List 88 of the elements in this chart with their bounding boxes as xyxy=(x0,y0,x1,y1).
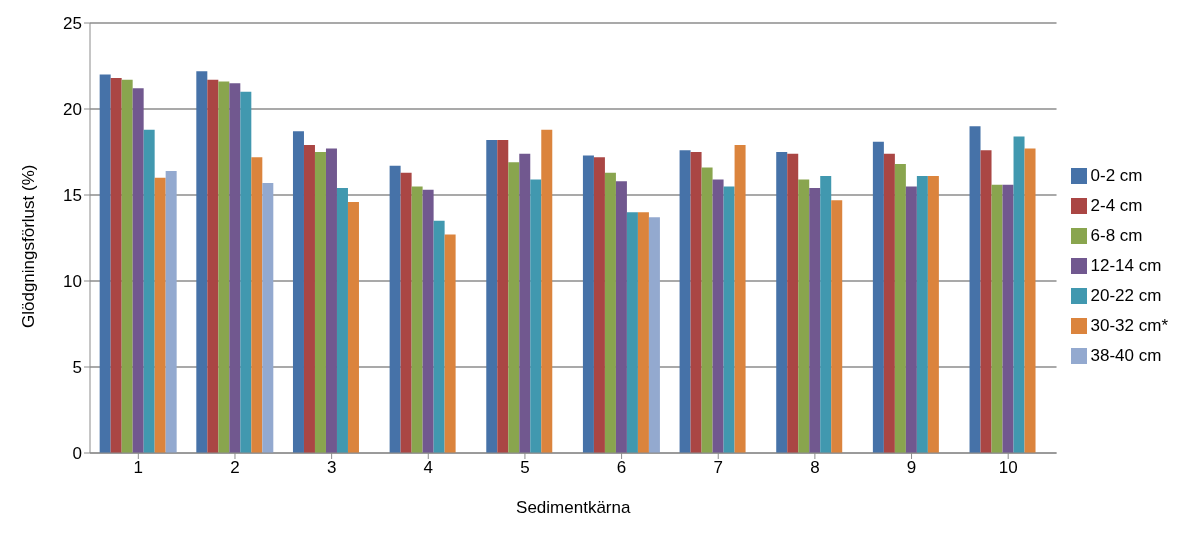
y-axis-title: Glödgningsförlust (%) xyxy=(19,164,39,328)
bar xyxy=(1024,148,1036,453)
x-tick-label: 3 xyxy=(326,458,337,478)
bar xyxy=(809,188,821,453)
legend-label: 20-22 cm xyxy=(1090,285,1162,305)
bar xyxy=(582,155,594,453)
bar xyxy=(154,177,166,453)
legend-label: 2-4 cm xyxy=(1090,195,1143,215)
bar xyxy=(400,172,412,453)
bar xyxy=(251,157,263,453)
x-tick-label: 8 xyxy=(810,458,820,478)
bar xyxy=(207,79,219,453)
x-tick-label: 5 xyxy=(520,458,530,478)
bar xyxy=(262,182,274,453)
bar xyxy=(872,141,884,453)
bar xyxy=(712,179,724,453)
bar xyxy=(347,201,359,453)
bar xyxy=(883,153,895,453)
bar xyxy=(519,153,531,453)
x-tick-label: 2 xyxy=(230,458,240,478)
bar xyxy=(798,179,810,453)
bar xyxy=(916,176,928,453)
bar xyxy=(303,145,315,453)
bar xyxy=(593,157,605,453)
x-tick-label: 7 xyxy=(713,458,723,478)
x-tick-label: 1 xyxy=(133,458,144,478)
bar xyxy=(701,167,713,453)
bar xyxy=(325,148,337,453)
bar xyxy=(541,129,553,453)
x-tick-label: 6 xyxy=(616,458,627,478)
legend-label: 38-40 cm xyxy=(1090,345,1162,365)
bar xyxy=(969,126,981,453)
bar xyxy=(411,186,423,453)
y-tick-label: 25 xyxy=(63,14,82,34)
y-tick-label: 0 xyxy=(72,444,82,464)
bar xyxy=(980,150,992,453)
bar xyxy=(132,88,144,453)
bar xyxy=(615,181,627,453)
y-tick-label: 5 xyxy=(72,358,82,378)
legend-label: 6-8 cm xyxy=(1090,225,1143,245)
x-tick-label: 9 xyxy=(906,458,917,478)
bar xyxy=(776,152,788,453)
y-tick-label: 15 xyxy=(63,186,82,206)
bar xyxy=(99,74,111,453)
bar xyxy=(637,212,649,453)
bar xyxy=(433,220,445,453)
legend-label: 0-2 cm xyxy=(1090,165,1143,185)
bar xyxy=(723,186,735,453)
x-tick-label: 10 xyxy=(998,458,1018,478)
bar xyxy=(486,139,498,453)
bar xyxy=(336,188,348,453)
bar xyxy=(927,176,939,453)
bar xyxy=(196,71,208,453)
bar xyxy=(218,81,230,453)
bar xyxy=(530,179,542,453)
bar xyxy=(690,152,702,453)
bar xyxy=(1002,184,1014,453)
bar xyxy=(991,184,1003,453)
bar xyxy=(679,150,691,453)
bar xyxy=(229,83,241,453)
bar xyxy=(422,189,434,453)
bar xyxy=(165,170,177,453)
bar xyxy=(508,162,520,453)
bar xyxy=(734,145,746,453)
bar xyxy=(143,129,155,453)
bar xyxy=(1013,136,1025,453)
bar xyxy=(905,186,917,453)
bar xyxy=(389,165,401,453)
bar xyxy=(497,139,509,453)
bar xyxy=(121,79,133,453)
y-tick-label: 20 xyxy=(63,100,82,120)
bar xyxy=(314,152,326,453)
bar xyxy=(292,131,304,453)
bar xyxy=(648,217,660,453)
bar xyxy=(820,176,832,453)
bar xyxy=(110,78,122,453)
bar xyxy=(831,200,843,453)
x-tick-label: 4 xyxy=(423,458,434,478)
bar xyxy=(626,212,638,453)
bar xyxy=(240,91,252,453)
bar xyxy=(444,234,456,453)
bar xyxy=(787,153,799,453)
y-tick-label: 10 xyxy=(63,272,82,292)
bar xyxy=(894,164,906,453)
legend-label: 12-14 cm xyxy=(1090,255,1162,275)
bar xyxy=(604,172,616,453)
legend-label: 30-32 cm* xyxy=(1090,315,1168,335)
x-axis-title: Sedimentkärna xyxy=(516,498,631,517)
